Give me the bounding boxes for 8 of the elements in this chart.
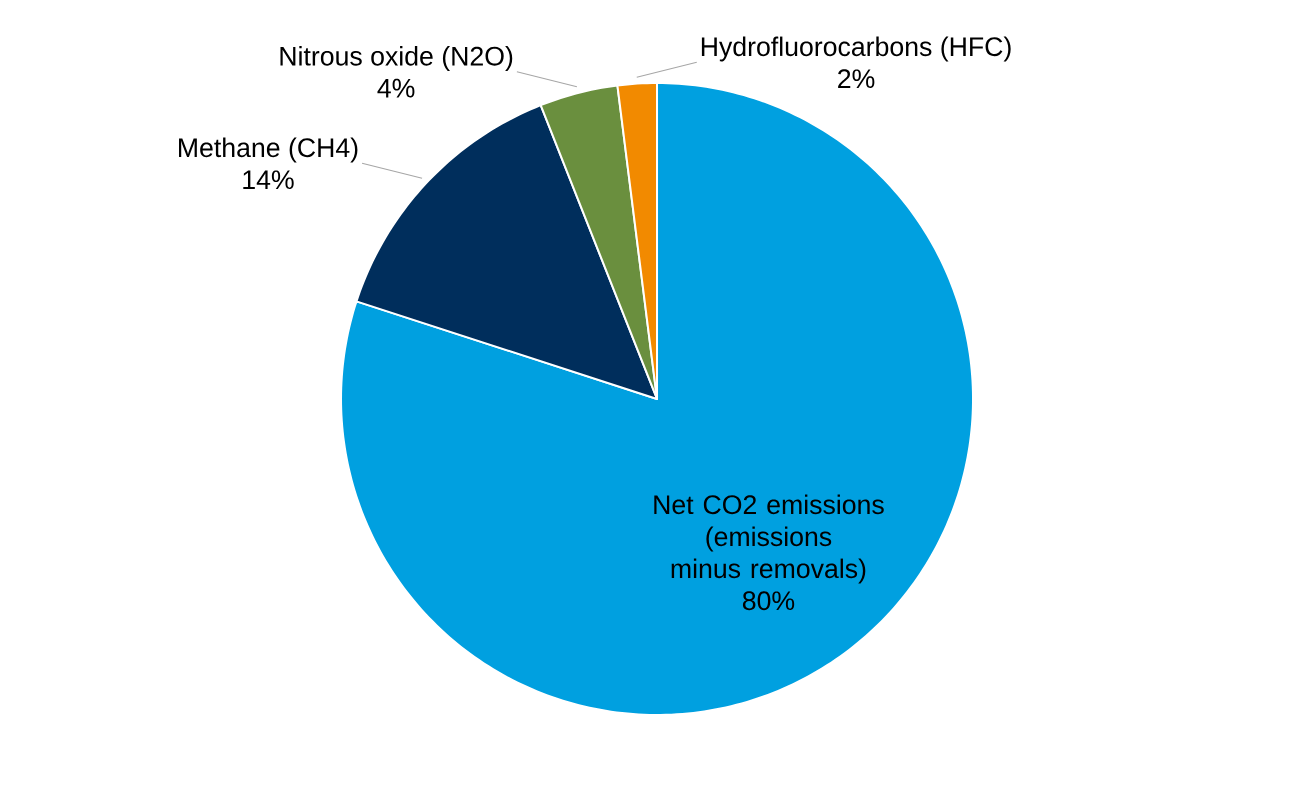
data-label: 4%	[377, 78, 415, 98]
data-label: 80%	[742, 591, 795, 611]
slice-label: Methane (CH4)	[179, 137, 358, 163]
data-label: 14%	[243, 170, 294, 190]
data-label: 2%	[838, 69, 875, 89]
slice-label: Hydrofluorocarbons (HFC)	[701, 36, 1011, 62]
slice-label: Net CO2 emissions (emissions minus removals)	[654, 494, 884, 584]
slice-label: Nitrous oxide (N2O)	[280, 46, 513, 71]
